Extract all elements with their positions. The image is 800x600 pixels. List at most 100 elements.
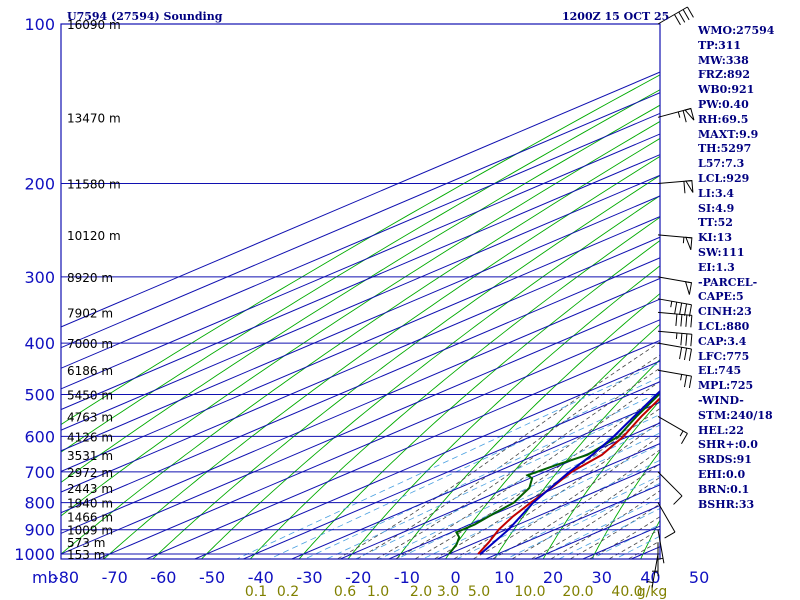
temperature-tick: -60 — [150, 568, 176, 587]
isotherm — [61, 92, 660, 349]
height-label: 153 m — [67, 548, 105, 562]
dry-adiabat — [61, 137, 660, 555]
temperature-tick: -30 — [296, 568, 322, 587]
mixing-ratio-line — [235, 362, 660, 559]
index-item: EHI:0.0 — [698, 467, 746, 481]
index-item: EI:1.3 — [698, 260, 735, 274]
dry-adiabat — [61, 89, 660, 453]
dry-adiabat — [103, 155, 660, 559]
wind-barb — [657, 311, 693, 328]
wind-barb — [657, 369, 692, 389]
height-label: 3531 m — [67, 449, 113, 463]
index-item: SW:111 — [698, 245, 745, 259]
index-item: L57:7.3 — [698, 157, 745, 171]
moist-adiabat — [414, 394, 660, 559]
mixing-ratio-line — [303, 391, 660, 559]
height-label: 2972 m — [67, 466, 113, 480]
mixing-ratio-tick: 20.0 — [562, 584, 593, 600]
mixing-ratio-tick: 5.0 — [468, 584, 490, 600]
isotherm — [193, 360, 660, 559]
temperature-tick: -20 — [345, 568, 371, 587]
index-item: -WIND- — [698, 393, 744, 407]
isotherm — [435, 463, 660, 559]
temperature-tick: -80 — [53, 568, 79, 587]
wind-barb — [657, 502, 676, 539]
height-label: 5450 m — [67, 388, 113, 402]
mixing-ratio-line — [590, 524, 660, 559]
isotherm — [61, 277, 660, 534]
isotherm — [61, 257, 660, 514]
wind-barb — [657, 471, 683, 505]
height-label: 11580 m — [67, 178, 121, 192]
wind-barb — [657, 234, 693, 251]
temperature-profile — [477, 396, 660, 555]
stability-indices-list: WMO:27594 TP:311 MW:338 FRZ:892 WB0:921 PW:0.… — [698, 24, 798, 512]
pressure-tick-700: 700 — [24, 463, 55, 482]
pressure-unit-label: mb — [32, 568, 58, 587]
pressure-tick-100: 100 — [24, 15, 55, 34]
wind-barb — [657, 180, 694, 194]
isotherm — [61, 236, 660, 493]
temperature-tick: 20 — [543, 568, 563, 587]
pressure-tick-300: 300 — [24, 268, 55, 287]
mixing-ratio-tick: 0.2 — [277, 584, 299, 600]
height-label: 573 m — [67, 536, 105, 550]
height-label: 4763 m — [67, 410, 113, 424]
index-item: TH:5297 — [698, 142, 752, 156]
index-item: STM:240/18 — [698, 408, 773, 422]
index-item: LFC:775 — [698, 349, 750, 363]
index-item: RH:69.5 — [698, 112, 749, 126]
height-label: 16090 m — [67, 18, 121, 32]
chart-title-time: 1200Z 15 OCT 25 — [562, 10, 669, 23]
isotherm — [290, 401, 660, 559]
index-item: SI:4.9 — [698, 201, 735, 215]
index-item: MW:338 — [698, 53, 749, 67]
temperature-tick: 0 — [451, 568, 461, 587]
mixing-ratio-line — [614, 535, 660, 559]
isotherm — [61, 298, 660, 555]
index-item: CINH:23 — [698, 305, 752, 319]
mixing-ratio-line — [325, 401, 660, 559]
index-item: HEL:22 — [698, 423, 744, 437]
isotherm — [61, 133, 660, 390]
wind-barb — [657, 6, 694, 26]
height-label: 13470 m — [67, 111, 121, 125]
isotherm — [61, 195, 660, 452]
index-item: TP:311 — [698, 38, 742, 52]
temperature-tick: 50 — [689, 568, 709, 587]
height-label: 7000 m — [67, 337, 113, 351]
index-item: MPL:725 — [698, 379, 754, 393]
isotherm — [61, 71, 660, 328]
temperature-tick: 10 — [494, 568, 514, 587]
mixing-ratio-line — [505, 482, 660, 559]
height-label: 10120 m — [67, 229, 121, 243]
temperature-tick: -70 — [102, 568, 128, 587]
plot-frame — [60, 23, 661, 560]
index-item: -PARCEL- — [698, 275, 758, 289]
isotherm — [96, 319, 660, 559]
index-item: PW:0.40 — [698, 97, 749, 111]
moist-adiabat — [355, 354, 660, 559]
index-item: LCL:929 — [698, 171, 750, 185]
index-item: LI:3.4 — [698, 186, 735, 200]
mixing-ratio-line — [268, 376, 660, 559]
height-label: 1940 m — [67, 497, 113, 511]
height-label: 7902 m — [67, 306, 113, 320]
mixing-ratio-tick: 0.1 — [245, 584, 267, 600]
wind-barb — [657, 276, 693, 295]
mixing-ratio-line — [378, 424, 660, 559]
dry-adiabat — [61, 74, 660, 426]
index-item: MAXT:9.9 — [698, 127, 759, 141]
index-item: EL:745 — [698, 364, 742, 378]
mixing-ratio-line — [421, 444, 660, 559]
wind-barb — [657, 342, 692, 361]
mixing-ratio-tick: 0.6 — [334, 584, 356, 600]
wind-barb — [657, 330, 693, 347]
dry-adiabat — [61, 120, 660, 517]
mixing-ratio-line — [354, 414, 660, 559]
index-item: FRZ:892 — [698, 68, 751, 82]
mixing-ratio-tick: 10.0 — [514, 584, 545, 600]
mixing-ratio-tick: 2.0 — [410, 584, 432, 600]
index-item: WMO:27594 — [698, 24, 775, 37]
